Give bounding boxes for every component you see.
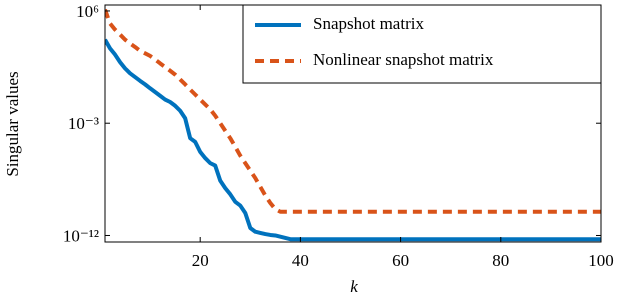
x-tick-label: 80 <box>492 251 509 270</box>
series-line <box>105 8 601 214</box>
y-tick-label: 10⁶ <box>76 2 99 21</box>
x-tick-label: 100 <box>588 251 614 270</box>
series-line <box>105 38 601 242</box>
y-tick-label: 10⁻¹² <box>63 226 99 245</box>
legend-label: Nonlinear snapshot matrix <box>313 50 494 69</box>
x-tick-label: 20 <box>192 251 209 270</box>
x-tick-label: 40 <box>292 251 309 270</box>
y-tick-label: 10⁻³ <box>68 114 99 133</box>
x-axis-label: k <box>350 277 358 296</box>
legend-label: Snapshot matrix <box>313 14 424 33</box>
y-axis-label: Singular values <box>3 71 22 176</box>
x-tick-label: 60 <box>392 251 409 270</box>
legend-box <box>242 4 602 84</box>
